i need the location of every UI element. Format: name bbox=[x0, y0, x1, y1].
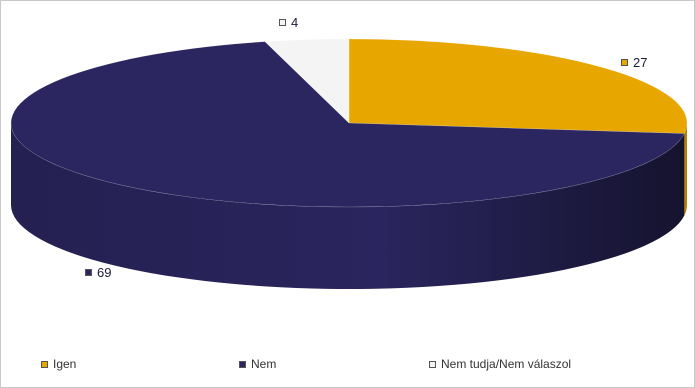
data-label-nem-text: 69 bbox=[97, 265, 112, 280]
legend: Igen Nem Nem tudja/Nem válaszol bbox=[41, 357, 681, 377]
legend-item-nem: Nem bbox=[239, 357, 276, 371]
legend-item-igen: Igen bbox=[41, 357, 76, 371]
slice-nem-tudja bbox=[264, 38, 350, 124]
data-label-nem: 69 bbox=[85, 265, 111, 280]
legend-swatch-nem-tudja bbox=[429, 360, 436, 368]
legend-label-nem: Nem bbox=[251, 357, 277, 371]
legend-swatch-igen bbox=[41, 360, 48, 368]
legend-item-nem-tudja: Nem tudja/Nem válaszol bbox=[429, 357, 571, 371]
legend-label-igen: Igen bbox=[53, 357, 77, 371]
legend-swatch-nem bbox=[239, 360, 246, 368]
igen-swatch bbox=[621, 59, 628, 66]
legend-label-nem-tudja: Nem tudja/Nem válaszol bbox=[441, 357, 572, 371]
nem-swatch bbox=[85, 269, 92, 276]
slice-nem-side bbox=[11, 123, 685, 290]
data-label-igen-text: 27 bbox=[633, 55, 648, 70]
data-label-nem-tudja-text: 4 bbox=[291, 15, 299, 30]
slice-nem bbox=[10, 41, 685, 208]
slice-igen-side bbox=[684, 123, 687, 216]
slice-igen bbox=[348, 38, 688, 134]
nem-tudja-swatch bbox=[279, 19, 286, 26]
data-label-nem-tudja: 4 bbox=[279, 15, 298, 30]
data-label-igen: 27 bbox=[621, 55, 647, 70]
